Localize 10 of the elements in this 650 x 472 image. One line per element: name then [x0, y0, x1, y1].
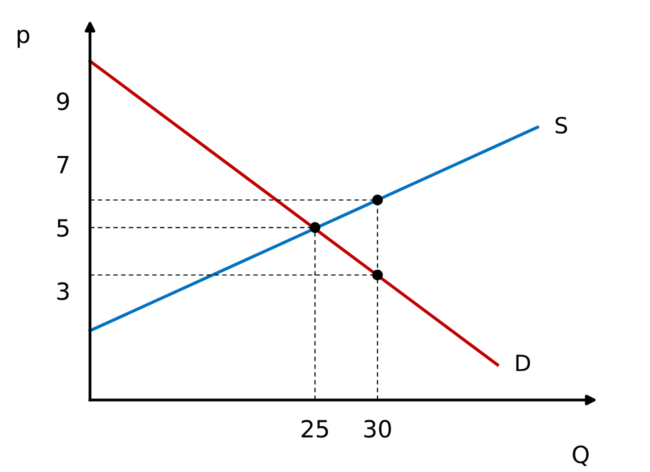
y-axis-title: p: [18, 30, 30, 48]
series-label: D: [516, 354, 530, 372]
y-tick-label: 3: [57, 282, 69, 300]
y-tick-label: 5: [57, 219, 68, 237]
series-label: S: [556, 116, 568, 134]
y-tick-label: 7: [57, 156, 69, 174]
x-tick-label: 25: [302, 420, 328, 438]
y-tick-label: 9: [57, 92, 69, 110]
x-tick-label: 30: [364, 420, 391, 438]
x-axis-title: Q: [572, 445, 589, 466]
